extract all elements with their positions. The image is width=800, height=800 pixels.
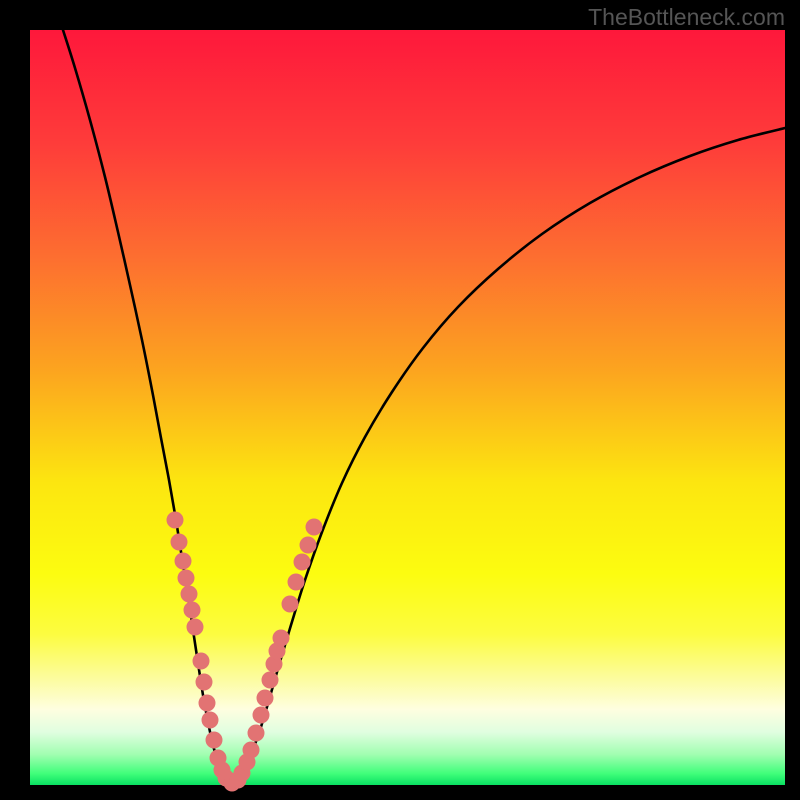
data-marker — [193, 653, 210, 670]
data-marker — [294, 554, 311, 571]
data-marker — [273, 630, 290, 647]
data-marker — [248, 725, 265, 742]
data-marker — [262, 672, 279, 689]
data-marker — [178, 570, 195, 587]
data-marker — [300, 537, 317, 554]
chart-svg — [0, 0, 800, 800]
data-marker — [282, 596, 299, 613]
data-marker — [187, 619, 204, 636]
data-marker — [253, 707, 270, 724]
data-marker — [175, 553, 192, 570]
data-marker — [257, 690, 274, 707]
data-marker — [243, 742, 260, 759]
data-marker — [199, 695, 216, 712]
data-marker — [184, 602, 201, 619]
data-marker — [202, 712, 219, 729]
data-marker — [196, 674, 213, 691]
data-marker — [181, 586, 198, 603]
data-marker — [306, 519, 323, 536]
data-marker — [288, 574, 305, 591]
chart-container: TheBottleneck.com — [0, 0, 800, 800]
plot-background — [30, 30, 785, 785]
data-marker — [171, 534, 188, 551]
data-marker — [206, 732, 223, 749]
watermark-text: TheBottleneck.com — [588, 4, 785, 31]
data-marker — [167, 512, 184, 529]
